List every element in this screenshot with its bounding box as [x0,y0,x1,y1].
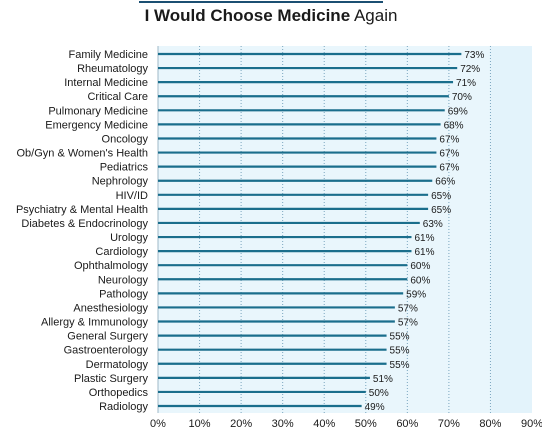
value-label: 65% [431,191,451,202]
category-label: Cardiology [95,246,148,258]
x-tick-label: 60% [396,418,418,430]
category-label: Oncology [102,133,149,145]
value-label: 66% [435,177,455,188]
value-label: 61% [414,233,434,244]
value-label: 60% [410,261,430,272]
value-label: 71% [456,78,476,89]
value-label: 50% [369,388,389,399]
category-label: Pulmonary Medicine [48,105,148,117]
value-label: 57% [398,303,418,314]
plot-highlight-band [490,46,532,413]
value-label: 67% [439,163,459,174]
value-label: 55% [390,346,410,357]
value-label: 61% [414,247,434,258]
value-label: 55% [390,332,410,343]
category-label: Ophthalmology [74,260,148,272]
category-label: Diabetes & Endocrinology [21,218,148,230]
x-tick-label: 70% [438,418,460,430]
value-label: 70% [452,92,472,103]
title-rule [139,1,383,3]
category-label: Anesthesiology [73,302,148,314]
x-tick-label: 90% [521,418,542,430]
plot-background [158,46,532,413]
category-label: Dermatology [86,359,149,371]
category-label: Plastic Surgery [74,373,148,385]
value-label: 55% [390,360,410,371]
value-label: 69% [448,106,468,117]
category-label: Pathology [99,288,148,300]
category-label: HIV/ID [116,190,148,202]
value-label: 68% [444,120,464,131]
category-label: Allergy & Immunology [41,317,148,329]
category-label: Urology [110,232,148,244]
x-tick-label: 80% [479,418,501,430]
category-label: Emergency Medicine [45,119,148,131]
value-label: 67% [439,149,459,160]
category-label: Pediatrics [100,162,149,174]
x-tick-label: 0% [150,418,166,430]
chart-title: I Would Choose Medicine Again [0,6,542,26]
category-label: Gastroenterology [64,345,149,357]
value-label: 73% [464,50,484,61]
value-label: 57% [398,318,418,329]
category-label: Neurology [98,274,149,286]
category-label: Ob/Gyn & Women's Health [16,148,148,160]
category-label: General Surgery [67,331,148,343]
category-label: Family Medicine [69,49,148,61]
value-label: 49% [365,402,385,413]
category-label: Orthopedics [89,387,149,399]
value-label: 60% [410,275,430,286]
chart-title-bold: I Would Choose Medicine [144,6,351,25]
value-label: 72% [460,64,480,75]
category-label: Critical Care [87,91,148,103]
category-label: Psychiatry & Mental Health [16,204,148,216]
category-label: Rheumatology [77,63,148,75]
chart-title-rest: Again [353,6,398,25]
category-label: Nephrology [92,176,149,188]
value-label: 51% [373,374,393,385]
x-tick-label: 10% [189,418,211,430]
value-label: 59% [406,289,426,300]
x-tick-label: 20% [230,418,252,430]
x-tick-label: 50% [355,418,377,430]
value-label: 63% [423,219,443,230]
x-tick-label: 40% [313,418,335,430]
value-label: 67% [439,134,459,145]
value-label: 65% [431,205,451,216]
x-tick-label: 30% [272,418,294,430]
category-label: Radiology [99,401,148,413]
category-label: Internal Medicine [64,77,148,89]
